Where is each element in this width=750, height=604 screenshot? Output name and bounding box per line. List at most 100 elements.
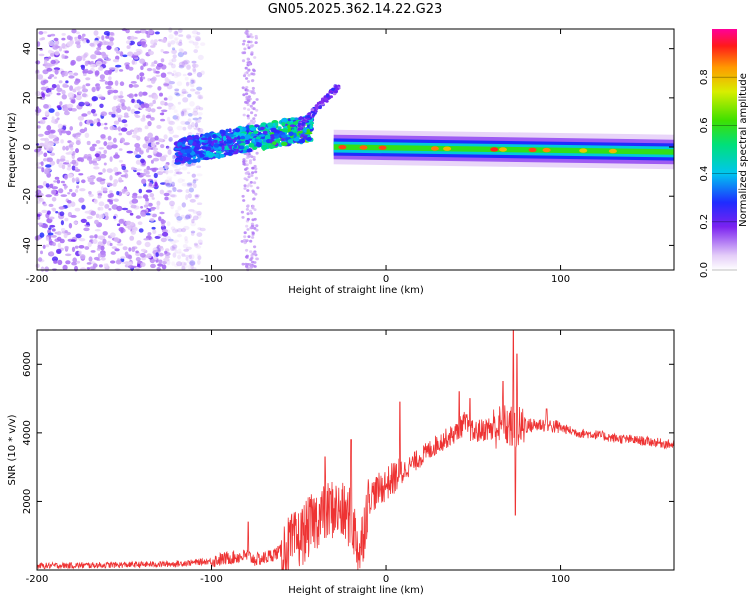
spectrogram-cell [159,155,167,162]
spectrogram-cell [297,127,301,131]
spectrogram-cell [290,117,295,121]
spectrogram-cell [167,42,171,48]
spectrogram-cell [45,194,52,198]
spectrogram-cell [192,156,196,160]
spectrogram-cell [255,224,259,228]
spectrogram-cell [77,115,85,121]
spectrogram-cell [190,83,195,88]
spectrogram-cell [185,257,189,261]
spectrogram-cell [45,236,50,241]
spectrogram-cell [79,128,86,134]
spectrogram-cell [120,174,127,178]
spectrogram-cell [252,120,256,123]
spectrogram-cell [173,173,177,177]
spectrogram-cell [44,110,50,116]
spectrogram-cell [160,237,167,243]
spectrogram-cell [192,110,199,116]
spectrogram-cell [95,213,100,219]
spectrogram-cell [179,157,183,161]
spectrogram-cell [186,183,193,188]
spectrogram-cell [247,73,251,77]
spectrogram-cell [56,248,62,254]
spectrogram-cell [61,72,65,78]
spectrogram-cell [45,164,52,168]
spectrogram-cell [134,93,138,97]
spectrogram-cell [174,171,180,175]
spectrogram-cell [244,171,248,175]
spectrogram-cell [61,94,67,100]
spectrogram-cell [170,49,175,55]
spectrogram-cell [145,30,149,35]
spectrogram-cell [123,142,130,146]
spectrogram-cell [183,262,187,266]
spectrogram-cell [244,134,251,140]
spectrogram-cell [197,94,204,100]
spectrogram-cell [185,194,189,200]
spectrogram-cell [158,245,164,249]
spectrogram-cell [150,45,156,48]
spectrogram-cell [97,244,102,249]
spectrogram-cell [245,92,249,96]
spectrogram-cell [254,176,258,180]
spectrogram-cell [132,84,139,88]
spectrogram-cell [61,164,66,170]
spectrogram-cell [170,204,174,210]
spectrogram-cell [166,116,171,122]
spectrogram-cell [139,58,146,64]
spectrogram-cell [88,191,92,195]
spectrogram-cell [182,64,187,68]
spectrogram-cell [75,188,79,193]
spectrogram-cell [253,265,257,268]
spectrogram-cell [189,88,196,92]
spectrogram-cell [174,168,180,172]
spectrogram-cell [149,167,156,171]
spectrogram-cell [191,141,197,147]
spectrogram-cell [255,142,262,148]
spectrogram-cell [250,155,254,159]
spectrogram-cell [297,122,302,126]
spectrogram-cell [151,213,157,218]
spectrogram-cell [74,245,79,249]
spectrogram-cell [249,226,253,230]
spectrogram-cell [75,31,80,35]
spectrogram-cell [182,73,187,77]
spectrogram-cell [119,81,125,86]
spectrogram-cell [151,61,155,66]
spectrogram-cell [247,40,251,44]
spectrogram-cell [107,182,113,187]
spectrogram-cell [62,83,68,88]
spectrogram-cell [173,109,178,113]
spectrogram-cell [204,132,211,138]
spectrogram-cell [42,117,48,120]
spectrogram-cell [186,259,194,264]
spectrogram-cell [140,158,145,164]
spectrogram-cell [49,224,56,228]
spectrogram-cell [294,117,299,121]
spectrogram-cell [138,91,143,97]
spectrogram-cell [188,254,192,259]
spectrogram-cell [192,179,197,184]
spectrogram-cell [252,146,257,150]
tick-label: -40 [22,237,33,253]
spectrogram-cell [182,244,188,249]
spectrogram-cell [86,39,90,44]
spectrogram-cell [51,228,56,232]
spectrogram-cell [111,246,117,250]
spectrogram-cell [92,239,98,244]
spectrogram-cell [123,115,130,118]
spectrogram-cell [212,134,217,139]
spectrogram-cell [63,232,68,239]
spectrogram-cell [205,150,210,156]
spectrogram-cell [135,154,142,159]
spectrogram-cell [150,39,155,45]
spectrogram-cell [213,139,218,143]
spectrogram-cell [93,40,100,45]
spectrogram-cell [114,47,119,52]
spectrogram-cell [125,191,130,196]
spectrogram-cell [222,130,226,136]
spectrogram-cell [180,137,188,142]
spectrogram-cell [194,122,199,128]
spectrogram-cell [52,242,56,247]
spectrogram-cell [133,127,141,133]
spectrogram-cell [76,185,80,189]
